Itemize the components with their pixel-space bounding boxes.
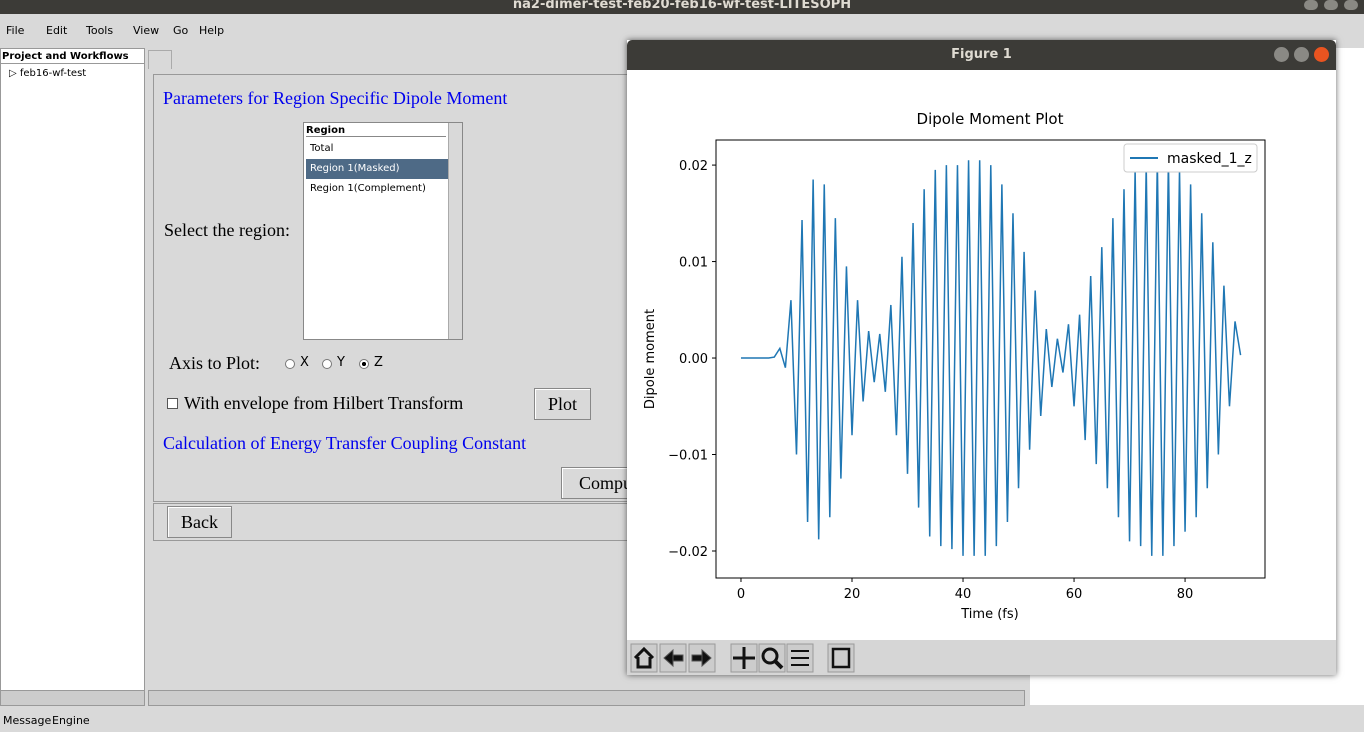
x-tick-label: 80 [1177,587,1194,602]
tree-item[interactable]: ▷ feb16-wf-test [9,68,87,79]
region-label: Select the region: [164,220,290,240]
menu-item[interactable]: Tools [86,24,114,37]
radio[interactable] [322,359,332,369]
figure-window: Figure 1 Dipole Moment Plot Time (fs) Di… [627,40,1336,675]
window-title: na2-dimer-test-feb20-feb16-wf-test-LITES… [512,0,852,12]
radio-label: X [300,355,309,370]
y-tick-label: −0.02 [668,545,708,560]
radio[interactable] [285,359,295,369]
y-tick-label: 0.02 [679,159,708,174]
close[interactable] [1314,47,1329,62]
h-scrollbar[interactable] [0,690,145,706]
menu-item[interactable]: File [6,24,25,37]
sidebar-header: Project and Workflows [2,51,129,62]
legend-box [1123,143,1258,173]
checkbox-label: With envelope from Hilbert Transform [184,393,464,413]
status-message: Message [3,714,52,727]
data-line [740,160,1242,556]
list-item[interactable]: Region 1(Masked) [306,159,448,179]
y-tick-label: 0.00 [679,352,708,367]
list-item[interactable]: Total [310,143,334,154]
tree-item-label: feb16-wf-test [19,68,87,79]
heading: Parameters for Region Specific Dipole Mo… [163,88,508,108]
radio-label: Y [337,355,345,370]
x-tick-label: 20 [844,587,861,602]
min[interactable] [1274,47,1289,62]
plot-button[interactable]: Plot [534,388,591,420]
chart: Dipole Moment Plot Time (fs) Dipole mome… [643,110,1266,622]
y-tick-label: −0.01 [668,449,708,464]
toolbar-icons [630,643,855,673]
x-tick-label: 60 [1066,587,1083,602]
plot-area [715,139,1266,579]
checkbox[interactable] [167,398,178,409]
close[interactable] [1344,0,1358,10]
toolbar [627,640,1336,675]
radio-label: Z [374,355,383,370]
back-button[interactable]: Back [167,506,232,538]
list-item[interactable]: Region 1(Complement) [310,183,426,194]
chart-title: Dipole Moment Plot [917,110,1064,128]
y-tick-label: 0.01 [679,256,708,271]
radio[interactable] [359,359,369,369]
menu-item[interactable]: Go [173,24,189,37]
menu-item[interactable]: View [133,24,160,37]
x-tick-label: 0 [737,587,745,602]
max[interactable] [1294,47,1309,62]
titlebar: na2-dimer-test-feb20-feb16-wf-test-LITES… [0,0,1364,14]
region-listbox[interactable]: Region Total Region 1(Masked) Region 1(Com… [303,122,463,340]
tab[interactable] [148,50,172,69]
menu-item[interactable]: Edit [46,24,68,37]
y-axis-label: Dipole moment [643,309,658,409]
x-tick-label: 40 [955,587,972,602]
list-header: Region [306,125,446,137]
h-scrollbar[interactable] [148,690,1025,706]
x-axis-label: Time (fs) [960,607,1018,622]
legend-label: masked_1_z [1167,151,1252,167]
status-engine: Engine [52,714,90,727]
figure-titlebar: Figure 1 [627,40,1336,70]
v-scrollbar[interactable] [448,123,462,339]
min[interactable] [1304,0,1318,10]
axis-label: Axis to Plot: [169,353,261,373]
sidebar: Project and Workflows ▷ feb16-wf-test [0,48,145,692]
menu-item[interactable]: Help [199,24,225,37]
max[interactable] [1324,0,1338,10]
figure-title: Figure 1 [951,47,1012,62]
heading2: Calculation of Energy Transfer Coupling … [163,433,527,453]
